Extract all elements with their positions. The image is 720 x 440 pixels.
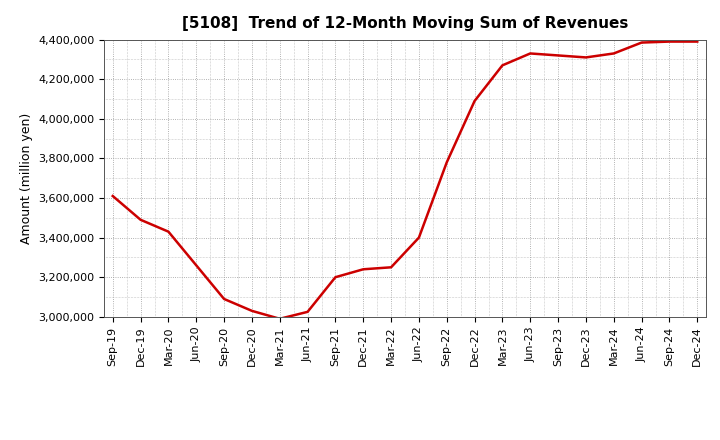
- Y-axis label: Amount (million yen): Amount (million yen): [20, 113, 33, 244]
- Title: [5108]  Trend of 12-Month Moving Sum of Revenues: [5108] Trend of 12-Month Moving Sum of R…: [182, 16, 628, 32]
